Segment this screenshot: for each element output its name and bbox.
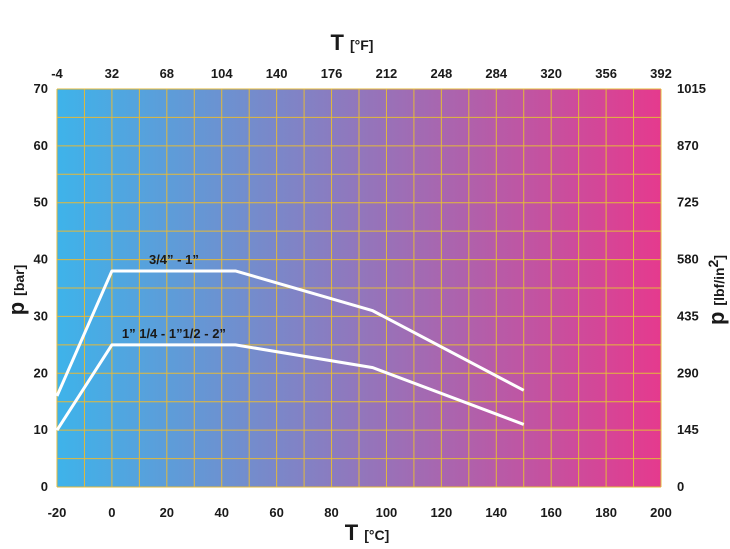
curve-label-2: 1” 1/4 - 1”1/2 - 2” [122, 326, 226, 341]
curve-line-2 [55, 343, 525, 431]
bottom-tick-label: 160 [540, 505, 562, 520]
right-tick-label: 145 [677, 422, 699, 437]
left-axis-title: p[bar] [4, 265, 29, 316]
left-tick-label: 0 [41, 479, 48, 494]
top-tick-label: 104 [211, 66, 233, 81]
top-tick-label: -4 [51, 66, 63, 81]
right-tick-label: 1015 [677, 81, 706, 96]
bottom-tick-label: 0 [108, 505, 115, 520]
bottom-tick-label: 80 [324, 505, 338, 520]
right-tick-label: 870 [677, 138, 699, 153]
bottom-axis-title: T [°C] [345, 520, 390, 545]
bottom-tick-label: 140 [485, 505, 507, 520]
left-tick-label: 70 [34, 81, 48, 96]
bottom-tick-label: 40 [214, 505, 228, 520]
bottom-tick-label: 200 [650, 505, 672, 520]
top-tick-label: 32 [105, 66, 119, 81]
top-tick-label: 248 [431, 66, 453, 81]
grid [56, 88, 662, 488]
curves: 3/4” - 1” 1” 1/4 - 1”1/2 - 2” [55, 252, 525, 431]
bottom-tick-label: 60 [269, 505, 283, 520]
right-tick-label: 725 [677, 195, 699, 210]
top-tick-label: 392 [650, 66, 672, 81]
left-tick-label: 40 [34, 252, 48, 267]
bottom-tick-label: 180 [595, 505, 617, 520]
top-tick-label: 176 [321, 66, 343, 81]
left-tick-label: 60 [34, 138, 48, 153]
top-tick-label: 356 [595, 66, 617, 81]
right-tick-label: 0 [677, 479, 684, 494]
bottom-tick-label: 120 [431, 505, 453, 520]
bottom-tick-label: 100 [376, 505, 398, 520]
top-tick-label: 212 [376, 66, 398, 81]
left-axis-ticks: 0 10 20 30 40 50 60 70 [34, 81, 48, 494]
top-axis-title: T [°F] [331, 30, 374, 55]
bottom-tick-label: 20 [160, 505, 174, 520]
right-tick-label: 290 [677, 365, 699, 380]
right-axis-title: p[lbf/in2] [704, 255, 729, 325]
top-tick-label: 68 [160, 66, 174, 81]
top-tick-label: 140 [266, 66, 288, 81]
right-tick-label: 435 [677, 308, 699, 323]
left-tick-label: 10 [34, 422, 48, 437]
right-tick-label: 580 [677, 252, 699, 267]
left-tick-label: 30 [34, 308, 48, 323]
left-tick-label: 50 [34, 195, 48, 210]
curve-label-1: 3/4” - 1” [149, 252, 199, 267]
top-tick-label: 320 [540, 66, 562, 81]
top-tick-label: 284 [485, 66, 507, 81]
right-axis-ticks: 0 145 290 435 580 725 870 1015 [677, 81, 706, 494]
top-axis-ticks: -4 32 68 104 140 176 212 248 284 320 356 392 [51, 66, 672, 81]
curve-line-1 [55, 269, 525, 397]
bottom-tick-label: -20 [48, 505, 67, 520]
left-tick-label: 20 [34, 365, 48, 380]
bottom-axis-ticks: -20 0 20 40 60 80 100 120 140 160 180 200 [48, 505, 672, 520]
